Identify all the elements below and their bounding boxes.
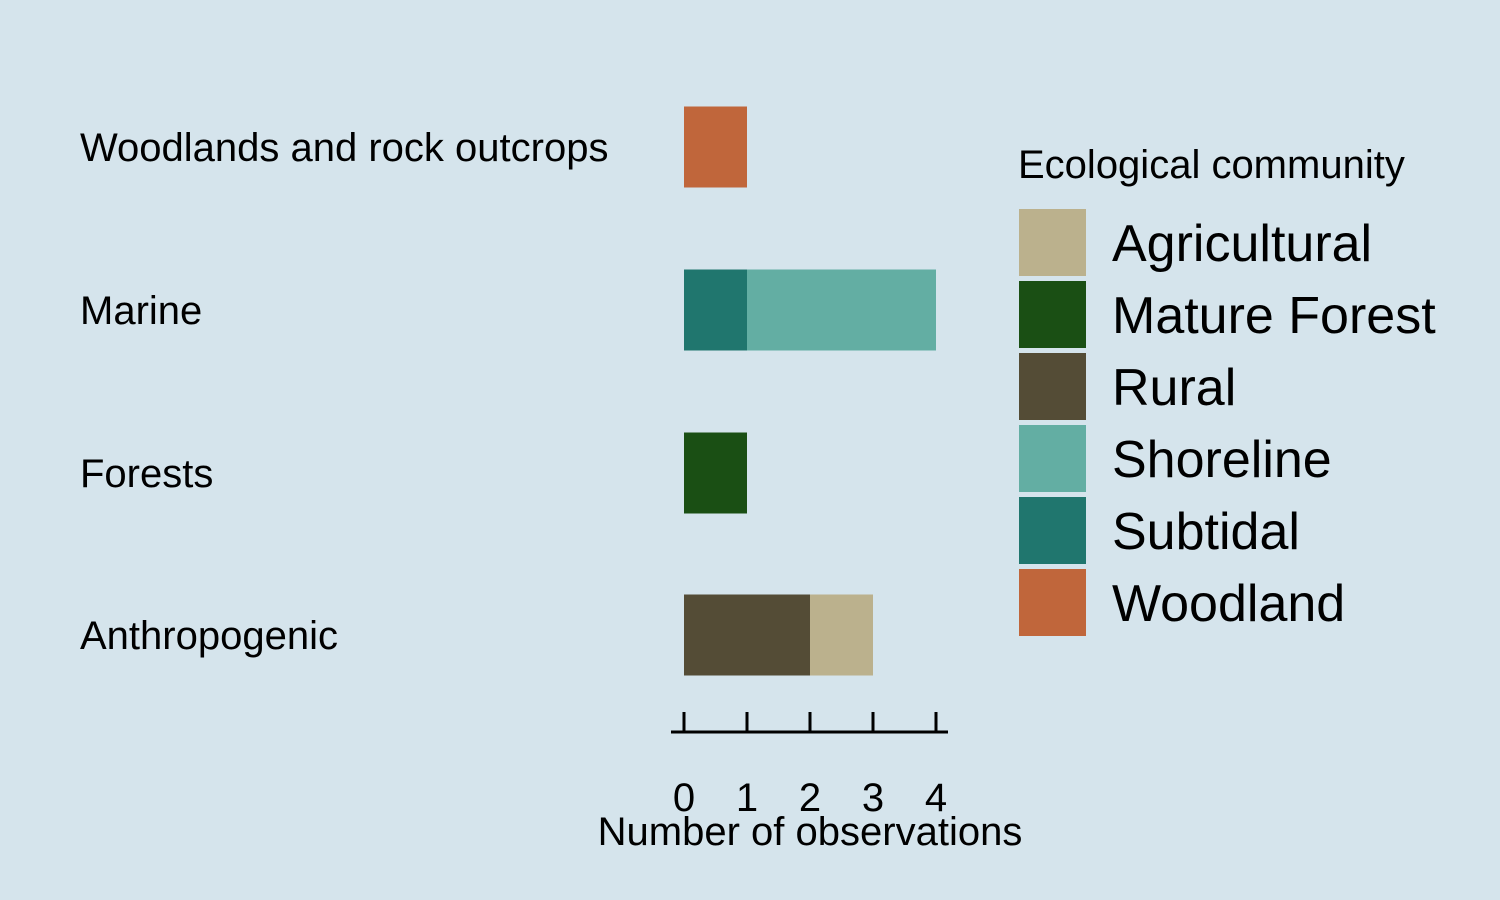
x-tick-label-0: 0 [673, 776, 695, 820]
x-tick-label-2: 2 [799, 776, 821, 820]
x-tick-label-1: 1 [736, 776, 758, 820]
category-labels: Woodlands and rock outcrops Marine Forests… [80, 126, 608, 658]
category-label-forests: Forests [80, 452, 213, 496]
legend-swatch-mature-forest [1019, 281, 1086, 348]
category-label-woodlands-and-rock-outcrops: Woodlands and rock outcrops [80, 126, 608, 170]
legend-label-subtidal: Subtidal [1112, 503, 1300, 561]
legend-label-rural: Rural [1112, 359, 1236, 417]
legend-swatch-rural [1019, 353, 1086, 420]
bar-marine-shoreline [747, 269, 936, 351]
bar-anthropogenic-rural [684, 594, 810, 676]
legend: Ecological community Agricultural Mature … [1018, 143, 1436, 636]
legend-swatch-shoreline [1019, 425, 1086, 492]
x-tick-label-3: 3 [862, 776, 884, 820]
legend-label-woodland: Woodland [1112, 575, 1345, 633]
category-label-marine: Marine [80, 289, 202, 333]
legend-title: Ecological community [1018, 143, 1405, 187]
bar-forests-mature-forest [684, 432, 747, 514]
legend-label-shoreline: Shoreline [1112, 431, 1332, 489]
legend-swatch-woodland [1019, 569, 1086, 636]
bar-woodlands-and-rock-outcrops-woodland [684, 106, 747, 188]
legend-label-agricultural: Agricultural [1112, 215, 1372, 273]
bar-anthropogenic-agricultural [810, 594, 873, 676]
legend-swatch-subtidal [1019, 497, 1086, 564]
bar-marine-subtidal [684, 269, 747, 351]
x-tick-label-4: 4 [925, 776, 947, 820]
x-axis-title: Number of observations [598, 810, 1023, 854]
legend-label-mature-forest: Mature Forest [1112, 287, 1436, 345]
legend-swatch-agricultural [1019, 209, 1086, 276]
category-label-anthropogenic: Anthropogenic [80, 614, 338, 658]
bars [684, 106, 936, 676]
